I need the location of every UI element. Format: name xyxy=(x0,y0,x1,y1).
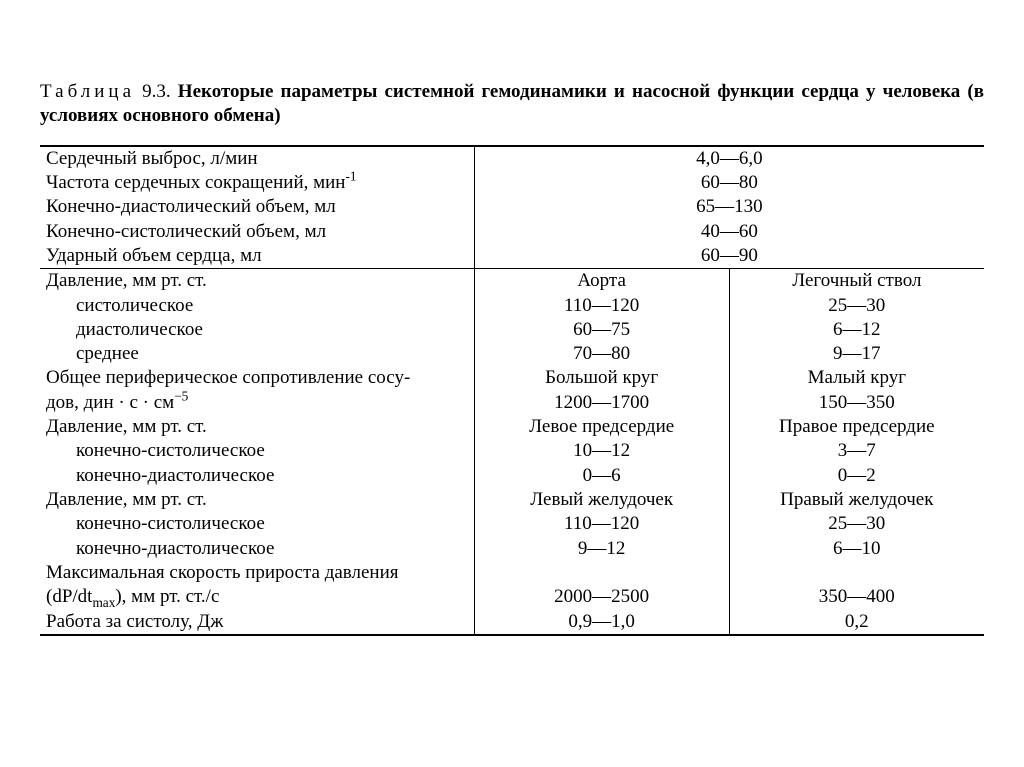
table-row: диастолическое60—756—12 xyxy=(40,318,984,342)
value-cell-col3: Правое предсердие xyxy=(729,415,984,439)
value-cell-col3: 350—400 xyxy=(729,561,984,610)
param-cell: Конечно-систолический объем, мл xyxy=(40,220,474,244)
value-cell-col2: 10—12 xyxy=(474,439,729,463)
table-row: Конечно-диастолический объем, мл65—130 xyxy=(40,195,984,219)
value-cell-col2: Большой круг1200—1700 xyxy=(474,366,729,415)
value-cell-col2: Аорта xyxy=(474,269,729,294)
value-cell-col2: 9—12 xyxy=(474,537,729,561)
caption-prefix: Таблица xyxy=(40,81,135,102)
param-cell: Давление, мм рт. ст. xyxy=(40,269,474,294)
hemodynamics-table: Сердечный выброс, л/мин4,0—6,0Частота се… xyxy=(40,145,984,636)
param-cell: среднее xyxy=(40,342,474,366)
table-row: Конечно-систолический объем, мл40—60 xyxy=(40,220,984,244)
value-cell: 60—80 xyxy=(474,171,984,195)
value-cell-col3: Правый желудочек xyxy=(729,488,984,512)
table-row: Сердечный выброс, л/мин4,0—6,0 xyxy=(40,146,984,171)
param-cell: Общее периферическое сопротивление сосу-… xyxy=(40,366,474,415)
param-cell: конечно-диастолическое xyxy=(40,464,474,488)
table-row: Работа за систолу, Дж0,9—1,00,2 xyxy=(40,610,984,635)
param-cell: конечно-систолическое xyxy=(40,439,474,463)
value-cell-col2: 0—6 xyxy=(474,464,729,488)
value-cell-col3: 25—30 xyxy=(729,512,984,536)
caption-title: Некоторые параметры системной гемодинами… xyxy=(40,81,984,126)
page: Таблица 9.3. Некоторые параметры системн… xyxy=(0,0,1024,676)
value-cell-col3: 6—12 xyxy=(729,318,984,342)
value-cell-col2: 70—80 xyxy=(474,342,729,366)
value-cell-col3: 0,2 xyxy=(729,610,984,635)
param-cell: Ударный объем сердца, мл xyxy=(40,244,474,269)
table-row: Давление, мм рт. ст.Левое предсердиеПрав… xyxy=(40,415,984,439)
value-cell-col2: 110—120 xyxy=(474,512,729,536)
value-cell-col3: 3—7 xyxy=(729,439,984,463)
param-cell: Сердечный выброс, л/мин xyxy=(40,146,474,171)
value-cell: 65—130 xyxy=(474,195,984,219)
param-cell: Частота сердечных сокращений, мин-1 xyxy=(40,171,474,195)
table-row: Частота сердечных сокращений, мин-160—80 xyxy=(40,171,984,195)
value-cell-col2: Левое предсердие xyxy=(474,415,729,439)
table-row: конечно-диастолическое0—60—2 xyxy=(40,464,984,488)
caption-number: 9.3. xyxy=(142,81,171,102)
param-cell: Давление, мм рт. ст. xyxy=(40,488,474,512)
value-cell-col2: 60—75 xyxy=(474,318,729,342)
table-row: среднее70—809—17 xyxy=(40,342,984,366)
table-row: Давление, мм рт. ст.Левый желудочекПравы… xyxy=(40,488,984,512)
table-row: конечно-диастолическое9—126—10 xyxy=(40,537,984,561)
table-row: Общее периферическое сопротивление сосу-… xyxy=(40,366,984,415)
value-cell-col2: Левый желудочек xyxy=(474,488,729,512)
value-cell-col2: 2000—2500 xyxy=(474,561,729,610)
table-row: систолическое110—12025—30 xyxy=(40,294,984,318)
param-cell: Конечно-диастолический объем, мл xyxy=(40,195,474,219)
table-caption: Таблица 9.3. Некоторые параметры системн… xyxy=(40,80,984,129)
table-row: конечно-систолическое110—12025—30 xyxy=(40,512,984,536)
value-cell-col3: Легочный ствол xyxy=(729,269,984,294)
value-cell: 4,0—6,0 xyxy=(474,146,984,171)
param-cell: Максимальная скорость прироста давления(… xyxy=(40,561,474,610)
param-cell: диастолическое xyxy=(40,318,474,342)
value-cell-col3: 6—10 xyxy=(729,537,984,561)
value-cell-col3: 25—30 xyxy=(729,294,984,318)
param-cell: систолическое xyxy=(40,294,474,318)
param-cell: конечно-диастолическое xyxy=(40,537,474,561)
param-cell: Работа за систолу, Дж xyxy=(40,610,474,635)
value-cell: 60—90 xyxy=(474,244,984,269)
table-row: Максимальная скорость прироста давления(… xyxy=(40,561,984,610)
table-row: Давление, мм рт. ст.АортаЛегочный ствол xyxy=(40,269,984,294)
value-cell-col3: Малый круг150—350 xyxy=(729,366,984,415)
value-cell-col2: 110—120 xyxy=(474,294,729,318)
table-row: Ударный объем сердца, мл60—90 xyxy=(40,244,984,269)
value-cell-col3: 0—2 xyxy=(729,464,984,488)
value-cell-col2: 0,9—1,0 xyxy=(474,610,729,635)
table-row: конечно-систолическое10—123—7 xyxy=(40,439,984,463)
param-cell: Давление, мм рт. ст. xyxy=(40,415,474,439)
value-cell: 40—60 xyxy=(474,220,984,244)
param-cell: конечно-систолическое xyxy=(40,512,474,536)
value-cell-col3: 9—17 xyxy=(729,342,984,366)
